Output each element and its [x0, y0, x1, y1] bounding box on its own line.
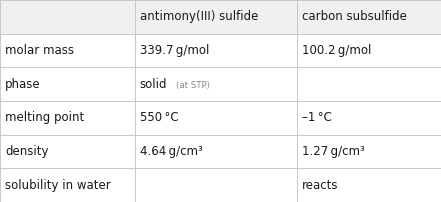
- Text: carbon subsulfide: carbon subsulfide: [302, 10, 407, 23]
- Text: (at STP): (at STP): [176, 81, 210, 90]
- Text: –1 °C: –1 °C: [302, 111, 332, 124]
- Text: solid: solid: [140, 78, 167, 91]
- Text: 4.64 g/cm³: 4.64 g/cm³: [140, 145, 202, 158]
- Text: reacts: reacts: [302, 179, 339, 192]
- Text: antimony(III) sulfide: antimony(III) sulfide: [140, 10, 258, 23]
- Text: molar mass: molar mass: [5, 44, 74, 57]
- Text: phase: phase: [5, 78, 41, 91]
- Text: melting point: melting point: [5, 111, 85, 124]
- Text: 100.2 g/mol: 100.2 g/mol: [302, 44, 371, 57]
- Text: density: density: [5, 145, 49, 158]
- Text: solubility in water: solubility in water: [5, 179, 111, 192]
- Bar: [0, 0, 441, 34]
- Text: 339.7 g/mol: 339.7 g/mol: [140, 44, 209, 57]
- Text: 550 °C: 550 °C: [140, 111, 179, 124]
- Text: 1.27 g/cm³: 1.27 g/cm³: [302, 145, 365, 158]
